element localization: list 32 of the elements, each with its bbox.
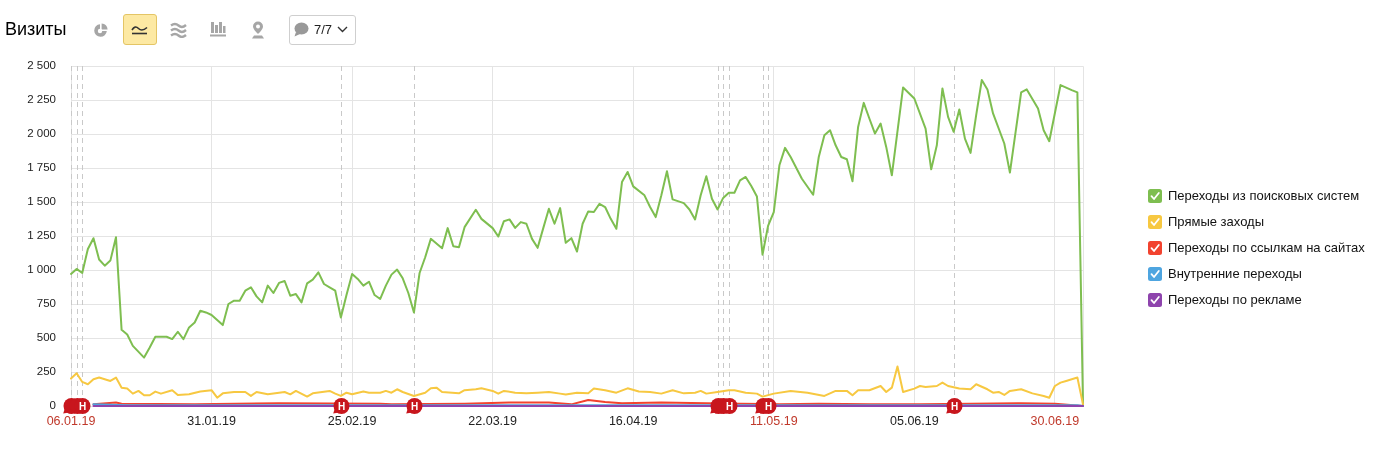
- x-tick-label: 05.06.19: [890, 413, 939, 428]
- y-tick-label: 750: [36, 297, 56, 310]
- y-tick-label: 0: [49, 399, 56, 412]
- x-tick-label: 16.04.19: [608, 413, 658, 428]
- legend-label: Переходы по ссылкам на сайтах: [1168, 240, 1366, 256]
- y-tick-label: 2 000: [27, 127, 56, 140]
- y-tick-label: 1 000: [27, 263, 56, 276]
- x-tick-label: 11.05.19: [749, 413, 798, 428]
- x-tick-label: 22.03.19: [468, 413, 518, 428]
- y-tick-label: 1 250: [27, 229, 56, 242]
- y-tick-label: 250: [36, 365, 56, 378]
- legend-label: Переходы по рекламе: [1168, 292, 1302, 308]
- text: 7/7: [314, 22, 333, 38]
- ref-line-label: Н: [404, 401, 425, 412]
- y-tick-label: 1 750: [27, 161, 56, 174]
- legend-label: Переходы из поисковых систем: [1168, 188, 1360, 204]
- legend-label: Внутренние переходы: [1168, 266, 1302, 282]
- x-tick-label: 31.01.19: [187, 413, 236, 428]
- x-tick-label: 06.01.19: [46, 413, 96, 428]
- x-tick-label: 25.02.19: [327, 413, 377, 428]
- y-tick-label: 2 500: [27, 59, 56, 72]
- ref-line-label: Н: [758, 401, 779, 412]
- ref-line-label: Н: [72, 401, 93, 412]
- ref-line-label: Н: [719, 401, 740, 412]
- y-tick-label: 2 250: [27, 93, 56, 106]
- legend-label: Прямые заходы: [1168, 214, 1265, 230]
- x-tick-label: 30.06.19: [1030, 413, 1080, 428]
- y-tick-label: 500: [36, 331, 56, 344]
- chart-title: Визиты: [5, 18, 67, 40]
- y-tick-label: 1 500: [27, 195, 56, 208]
- ref-line-label: Н: [331, 401, 352, 412]
- ref-line-label: Н: [944, 401, 965, 412]
